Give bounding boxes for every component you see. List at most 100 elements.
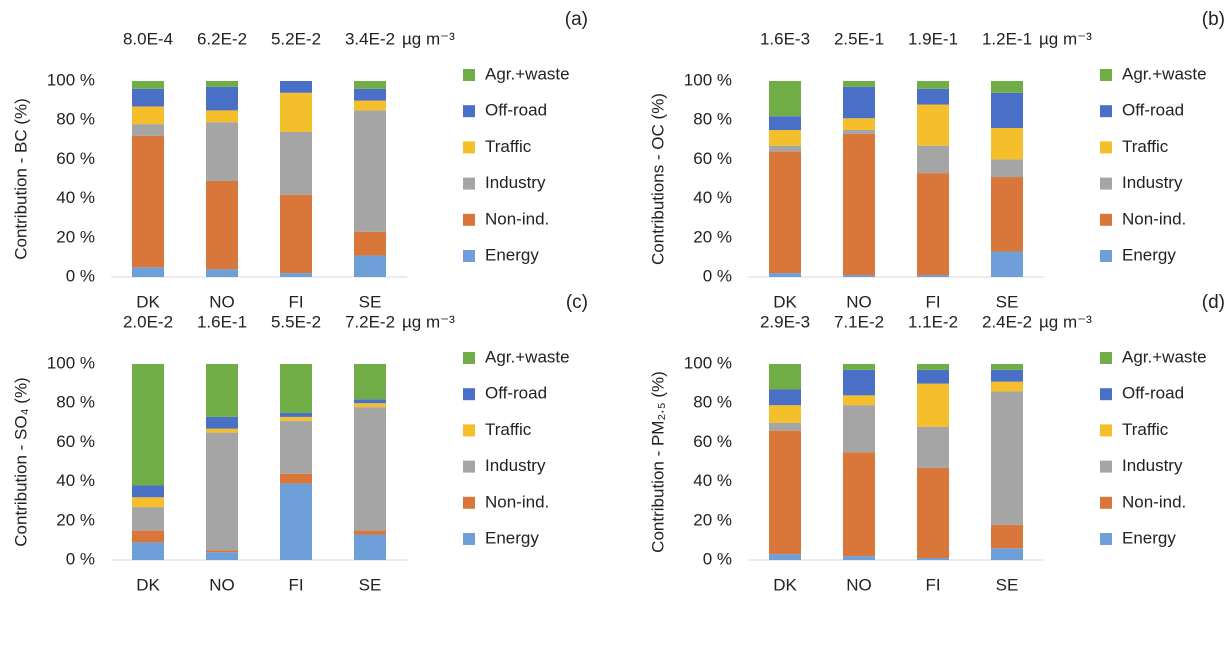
unit-label: µg m⁻³: [402, 312, 455, 331]
value-label: 1.9E-1: [908, 29, 958, 48]
bar-segment: [843, 118, 875, 130]
bar-segment: [991, 369, 1023, 382]
legend-label: Industry: [485, 173, 546, 192]
x-tick-label: DK: [136, 575, 160, 594]
legend-swatch: [463, 388, 475, 401]
bar-segment: [280, 92, 312, 132]
bar-segment: [206, 432, 238, 551]
bar-segment: [769, 405, 801, 423]
y-tick-label: 20 %: [693, 510, 732, 529]
bar-segment: [843, 81, 875, 87]
bar-segment: [132, 530, 164, 543]
bar-segment: [132, 542, 164, 560]
bar-segment: [354, 110, 386, 232]
bar-segment: [354, 407, 386, 531]
x-tick-label: NO: [209, 292, 235, 311]
y-tick-label: 60 %: [693, 149, 732, 168]
x-tick-label: NO: [209, 575, 235, 594]
bar-segment: [132, 364, 164, 486]
legend-swatch: [1100, 352, 1112, 364]
bar-segment: [280, 413, 312, 417]
legend-label: Non-ind.: [485, 492, 549, 511]
bar-segment: [991, 92, 1023, 129]
x-tick-label: NO: [846, 575, 872, 594]
panel-label: (d): [1202, 292, 1224, 313]
legend-label: Off-road: [1122, 101, 1184, 120]
bar-segment: [991, 524, 1023, 549]
legend-label: Non-ind.: [485, 209, 549, 228]
bar-segment: [991, 391, 1023, 525]
legend-swatch: [463, 250, 475, 262]
legend-swatch: [1100, 250, 1112, 262]
x-tick-label: FI: [925, 292, 940, 311]
bar-segment: [769, 273, 801, 277]
value-label: 7.1E-2: [834, 312, 884, 331]
y-tick-label: 100 %: [47, 353, 95, 372]
bar-segment: [354, 88, 386, 101]
bar-segment: [991, 364, 1023, 370]
bar-segment: [843, 405, 875, 453]
y-tick-label: 0 %: [703, 266, 732, 285]
bar-segment: [843, 86, 875, 119]
legend-swatch: [463, 533, 475, 545]
bar-segment: [991, 159, 1023, 178]
legend-label: Agr.+waste: [1122, 347, 1207, 366]
x-tick-label: FI: [925, 575, 940, 594]
bar-segment: [991, 251, 1023, 277]
x-tick-label: SE: [359, 575, 382, 594]
bar-segment: [769, 151, 801, 274]
bar-segment: [843, 369, 875, 396]
x-tick-label: SE: [359, 292, 382, 311]
legend-label: Energy: [1122, 528, 1176, 547]
legend-swatch: [1100, 388, 1112, 401]
bar-segment: [132, 507, 164, 531]
bar-segment: [991, 381, 1023, 392]
y-tick-label: 40 %: [56, 471, 95, 490]
bar-segment: [769, 116, 801, 130]
y-tick-label: 100 %: [684, 70, 732, 89]
bar-segment: [769, 389, 801, 406]
legend-label: Off-road: [485, 384, 547, 403]
bar-segment: [917, 81, 949, 89]
x-tick-label: FI: [288, 292, 303, 311]
panel-label: (c): [566, 292, 588, 313]
bar-segment: [354, 255, 386, 277]
y-axis-title: Contribution - SO₄ (%): [11, 377, 30, 546]
legend-label: Traffic: [485, 420, 532, 439]
value-label: 2.0E-2: [123, 312, 173, 331]
legend-swatch: [1100, 213, 1112, 226]
bar-segment: [132, 106, 164, 125]
legend-label: Traffic: [485, 137, 532, 156]
bar-segment: [917, 467, 949, 559]
y-tick-label: 60 %: [56, 149, 95, 168]
y-tick-label: 40 %: [693, 188, 732, 207]
bar-segment: [280, 473, 312, 484]
y-tick-label: 0 %: [66, 549, 95, 568]
legend-swatch: [463, 424, 475, 437]
bar-segment: [206, 552, 238, 560]
x-tick-label: SE: [996, 292, 1019, 311]
x-tick-label: DK: [773, 292, 797, 311]
panel: (d) Contribution - PM₂.₅ (%) 0 % 20 % 40 % 60…: [648, 292, 1224, 594]
bar-segment: [769, 554, 801, 560]
legend-label: Traffic: [1122, 137, 1169, 156]
bar-segment: [769, 81, 801, 117]
value-label: 5.5E-2: [271, 312, 321, 331]
bar-segment: [354, 100, 386, 111]
legend-label: Non-ind.: [1122, 492, 1186, 511]
value-label: 1.2E-1: [982, 29, 1032, 48]
bar-segment: [206, 416, 238, 429]
bar-segment: [843, 395, 875, 406]
y-tick-label: 80 %: [693, 110, 732, 129]
panel: (c) Contribution - SO₄ (%) 0 % 20 % 40 % 60 %…: [11, 292, 588, 594]
legend-label: Traffic: [1122, 420, 1169, 439]
legend-swatch: [463, 352, 475, 364]
x-tick-label: FI: [288, 575, 303, 594]
y-tick-label: 0 %: [66, 266, 95, 285]
bar-segment: [991, 177, 1023, 252]
legend-label: Off-road: [485, 101, 547, 120]
value-label: 2.5E-1: [834, 29, 884, 48]
bar-segment: [843, 275, 875, 277]
bar-segment: [132, 135, 164, 268]
